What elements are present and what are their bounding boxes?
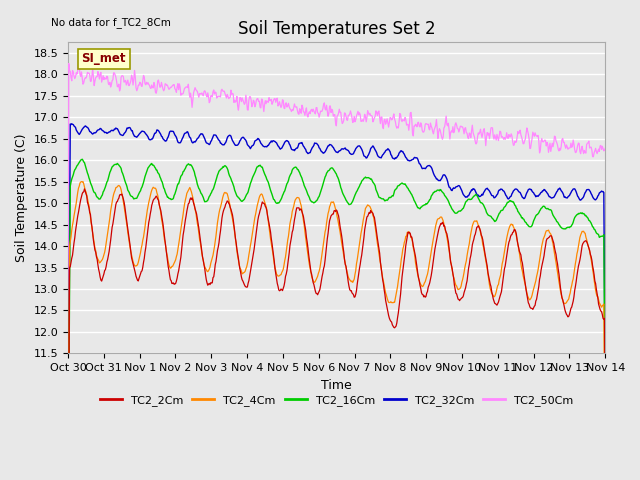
Title: Soil Temperatures Set 2: Soil Temperatures Set 2 [238, 20, 435, 38]
Text: SI_met: SI_met [81, 52, 126, 65]
Text: No data for f_TC2_8Cm: No data for f_TC2_8Cm [51, 17, 171, 28]
X-axis label: Time: Time [321, 379, 352, 392]
Legend: TC2_2Cm, TC2_4Cm, TC2_16Cm, TC2_32Cm, TC2_50Cm: TC2_2Cm, TC2_4Cm, TC2_16Cm, TC2_32Cm, TC… [95, 390, 578, 410]
Y-axis label: Soil Temperature (C): Soil Temperature (C) [15, 133, 28, 262]
